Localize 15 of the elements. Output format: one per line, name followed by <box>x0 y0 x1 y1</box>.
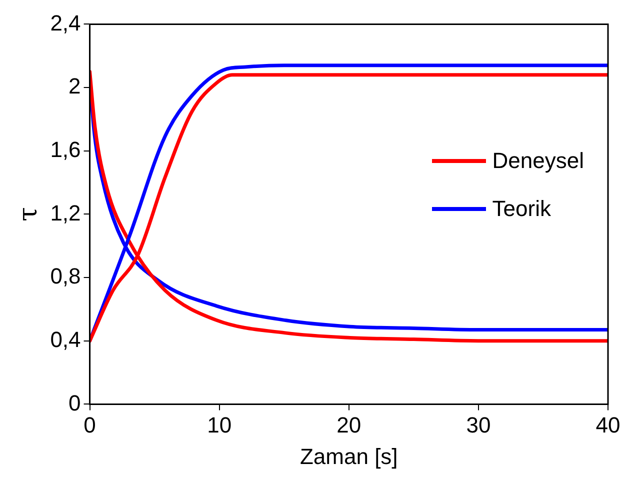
legend-label: Deneysel <box>492 148 584 174</box>
y-tick-label: 2 <box>68 74 81 99</box>
y-tick-label: 0 <box>68 390 81 416</box>
y-tick-label: 2,4 <box>50 10 81 36</box>
y-axis-title: τ <box>13 207 44 222</box>
x-tick-label: 10 <box>207 412 232 438</box>
y-tick-label: 0,4 <box>50 326 81 352</box>
y-tick-label: 1,6 <box>50 136 81 162</box>
x-tick-label: 20 <box>336 412 362 438</box>
legend-label: Teorik <box>492 196 551 222</box>
y-tick-label: 1,2 <box>50 200 81 226</box>
x-tick-label: 40 <box>596 412 620 438</box>
x-axis-title: Zaman [s] <box>300 444 398 469</box>
x-tick-label: 30 <box>466 412 491 438</box>
y-tick-label: 0,8 <box>50 264 81 289</box>
